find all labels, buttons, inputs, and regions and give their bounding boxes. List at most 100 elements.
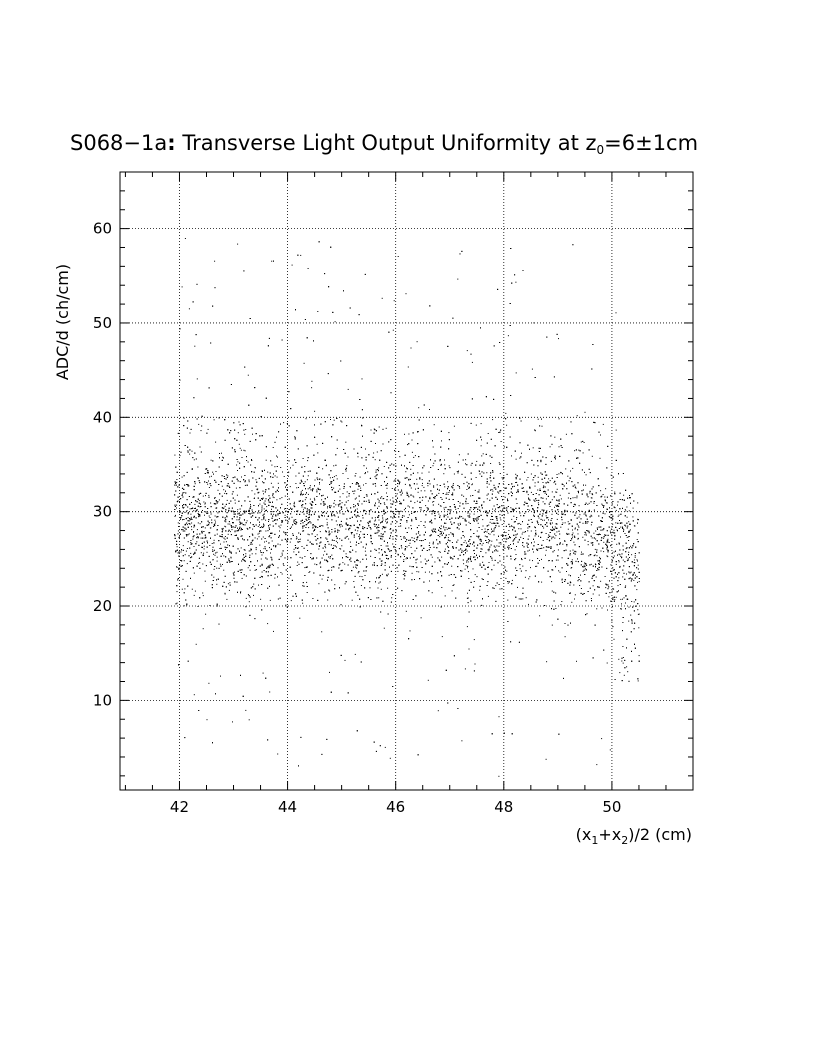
scatter-point [265,519,267,521]
scatter-point [387,587,389,589]
scatter-point [316,443,318,445]
scatter-point [202,592,204,594]
scatter-point [281,497,283,499]
scatter-point [286,516,288,518]
scatter-point [375,475,377,477]
scatter-point [606,555,608,557]
scatter-point [424,571,426,573]
scatter-point [404,433,405,435]
scatter-point [294,437,296,438]
scatter-point [556,523,558,525]
scatter-point [619,554,621,556]
scatter-point [356,567,358,569]
scatter-point [325,547,327,549]
scatter-point [634,556,636,558]
scatter-point [484,528,486,530]
scatter-point [341,506,342,508]
scatter-point [410,525,412,527]
scatter-point [317,527,319,528]
scatter-point [605,587,607,589]
scatter-point [251,490,253,492]
scatter-point [176,591,178,593]
scatter-point [586,613,588,615]
scatter-point [365,543,367,545]
scatter-point [523,490,525,492]
scatter-point [638,627,640,629]
scatter-point [209,605,211,606]
scatter-point [466,560,468,561]
scatter-point [562,543,564,545]
scatter-point [628,510,630,512]
scatter-point [566,545,568,547]
scatter-point [177,522,179,524]
scatter-point [479,565,481,566]
scatter-point [561,578,563,580]
scatter-point [331,554,333,556]
scatter-point [591,515,593,517]
scatter-point [348,538,350,540]
scatter-point [176,546,178,548]
scatter-point [477,522,479,524]
scatter-point [243,449,245,451]
scatter-point [365,483,367,484]
scatter-point [424,558,426,560]
scatter-point [193,510,195,512]
scatter-point [272,494,274,496]
scatter-point [524,531,526,533]
scatter-point [596,555,598,557]
scatter-point [537,418,539,420]
scatter-point [270,482,272,484]
scatter-point [456,471,458,472]
scatter-point [606,662,608,664]
scatter-point [604,576,606,577]
scatter-point [596,534,598,535]
scatter-point [289,541,291,543]
scatter-point [366,495,368,497]
scatter-point [619,565,621,567]
scatter-point [420,521,422,522]
scatter-point [520,515,522,517]
scatter-point [204,514,205,516]
scatter-point [584,534,586,536]
scatter-point [248,601,250,603]
scatter-point [274,577,276,579]
scatter-point [307,475,309,477]
scatter-point [358,504,359,506]
scatter-point [346,535,348,537]
scatter-point [526,479,528,481]
scatter-point [433,528,435,530]
scatter-point [518,598,520,600]
scatter-point [499,514,501,516]
scatter-point [473,508,474,510]
scatter-point [494,486,496,488]
scatter-point [359,561,361,563]
scatter-point [550,547,552,549]
scatter-point [304,507,306,509]
scatter-point [342,473,344,474]
scatter-point [516,491,518,493]
scatter-point [618,560,620,561]
scatter-point [359,575,361,577]
scatter-point [561,513,563,515]
scatter-point [571,559,573,561]
scatter-point [292,533,294,535]
scatter-point [546,661,548,663]
scatter-point [271,508,272,510]
scatter-point [488,540,490,542]
scatter-point [218,499,220,501]
scatter-point [381,496,383,498]
scatter-point [374,476,376,478]
scatter-point [214,260,216,262]
scatter-point [383,498,385,499]
scatter-point [622,657,624,658]
scatter-point [498,492,500,494]
scatter-point [482,542,484,544]
scatter-point [451,590,453,592]
scatter-point [182,545,184,547]
scatter-point [566,571,567,572]
scatter-point [491,497,493,499]
scatter-point [402,574,404,575]
scatter-point [556,491,558,493]
scatter-point [489,475,491,477]
